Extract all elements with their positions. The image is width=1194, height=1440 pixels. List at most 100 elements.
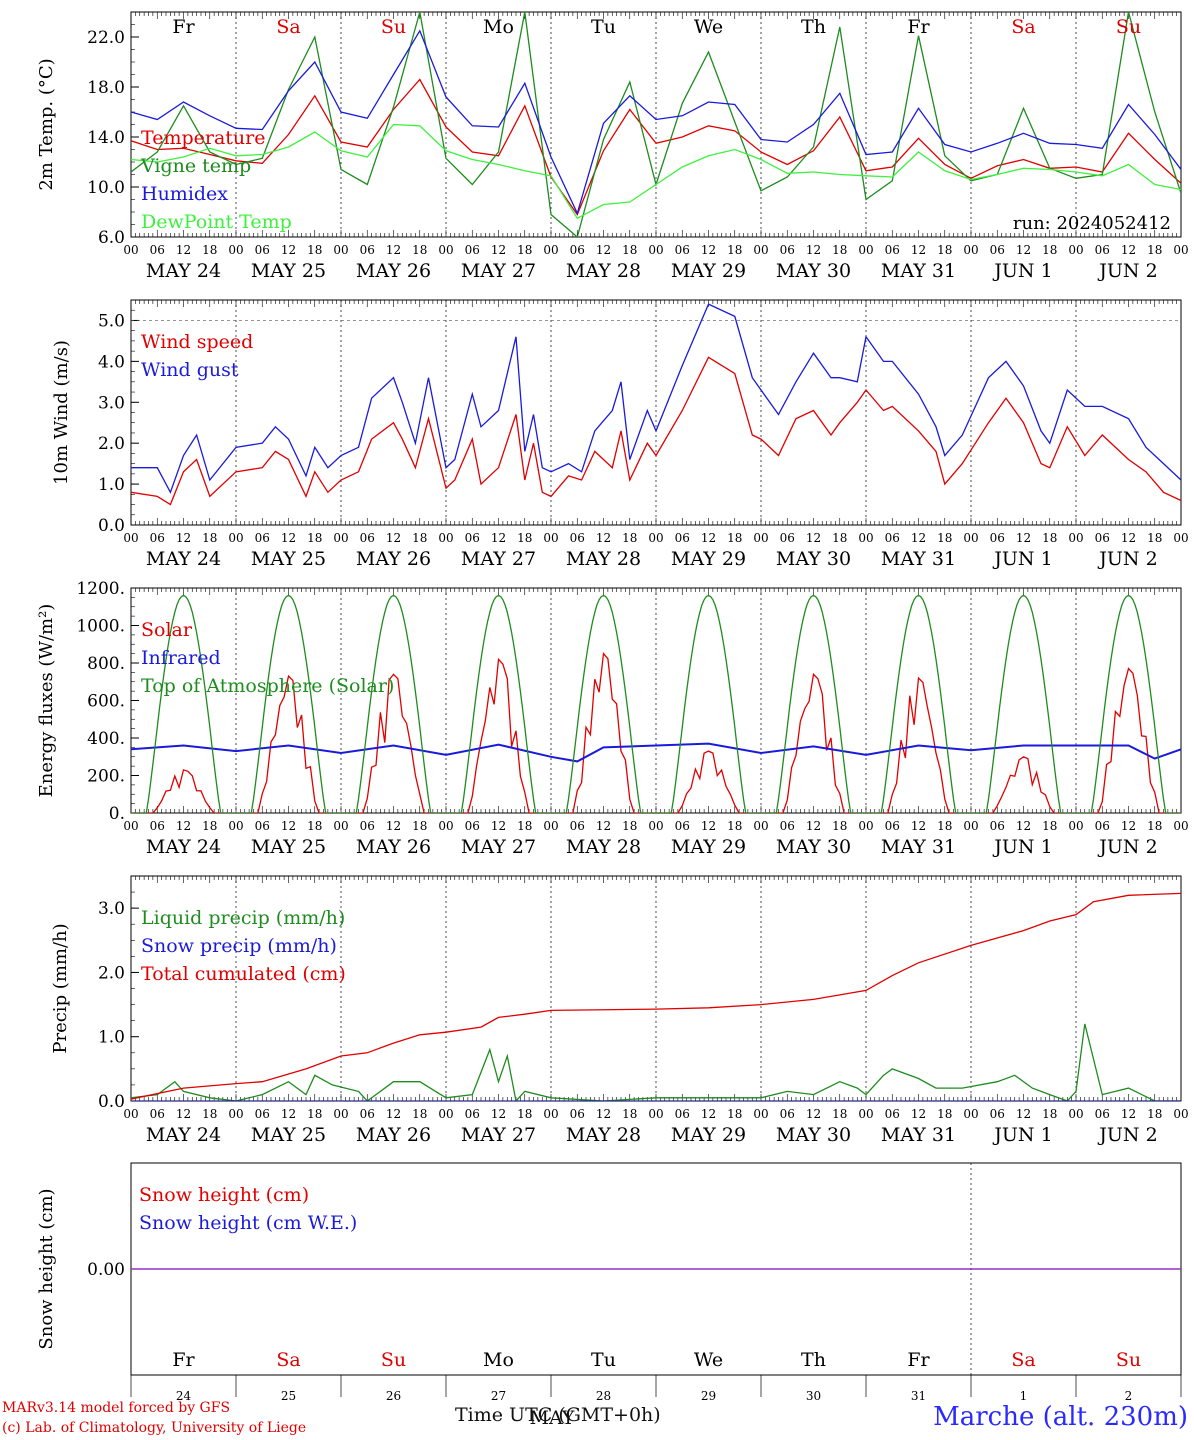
date-label: MAY 26: [356, 260, 431, 282]
y-tick-label: 22.0: [87, 28, 125, 48]
hour-tick-label: 12: [911, 243, 926, 257]
hour-tick-label: 00: [333, 819, 348, 833]
date-label: JUN 2: [1097, 260, 1157, 282]
hour-tick-label: 00: [1068, 243, 1083, 257]
y-tick-label: 14.0: [87, 128, 125, 148]
hour-tick-label: 06: [990, 243, 1005, 257]
hour-tick-label: 06: [360, 531, 375, 545]
hour-tick-label: 18: [832, 243, 847, 257]
hour-tick-label: 18: [727, 531, 742, 545]
hour-tick-label: 12: [596, 1107, 611, 1121]
hour-tick-label: 18: [937, 819, 952, 833]
hour-tick-label: 18: [622, 531, 637, 545]
hour-tick-label: 00: [543, 243, 558, 257]
hour-tick-label: 12: [281, 1107, 296, 1121]
legend-entry: DewPoint Temp: [141, 211, 292, 233]
hour-tick-label: 18: [307, 1107, 322, 1121]
series-line-blue: [131, 29, 1181, 216]
date-label: MAY 28: [566, 1124, 641, 1146]
date-label: MAY 31: [881, 836, 956, 858]
hour-tick-label: 12: [386, 243, 401, 257]
date-label: MAY 29: [671, 548, 746, 570]
hour-tick-label: 18: [202, 243, 217, 257]
hour-tick-label: 18: [622, 819, 637, 833]
y-tick-label: 1.0: [98, 475, 125, 495]
y-tick-label: 3.0: [98, 899, 125, 919]
hour-tick-label: 12: [1121, 243, 1136, 257]
hour-tick-label: 06: [255, 243, 270, 257]
date-label: MAY 27: [461, 1124, 536, 1146]
y-tick-label: 18.0: [87, 78, 125, 98]
hour-tick-label: 12: [596, 819, 611, 833]
hour-tick-label: 18: [307, 243, 322, 257]
weekday-label: Su: [381, 1349, 406, 1371]
hour-tick-label: 00: [648, 819, 663, 833]
date-label: MAY 30: [776, 1124, 851, 1146]
hour-tick-label: 18: [937, 531, 952, 545]
hour-tick-label: 18: [412, 819, 427, 833]
legend-entry: Temperature: [141, 127, 265, 149]
hour-tick-label: 00: [543, 531, 558, 545]
hour-tick-label: 06: [1095, 819, 1110, 833]
hour-tick-label: 18: [307, 819, 322, 833]
date-label: MAY 27: [461, 548, 536, 570]
hour-tick-label: 12: [386, 531, 401, 545]
hour-tick-label: 18: [412, 1107, 427, 1121]
hour-tick-label: 18: [1147, 1107, 1162, 1121]
hour-tick-label: 06: [570, 1107, 585, 1121]
hour-tick-label: 18: [1147, 531, 1162, 545]
date-label: MAY 27: [461, 260, 536, 282]
hour-tick-label: 00: [1173, 531, 1188, 545]
hour-tick-label: 06: [780, 1107, 795, 1121]
day-number-label: 1: [1020, 1389, 1028, 1403]
date-label: MAY 28: [566, 260, 641, 282]
weekday-label: Sa: [1011, 1349, 1035, 1371]
weekday-label: Fr: [907, 1349, 930, 1371]
day-number-label: 2: [1125, 1389, 1133, 1403]
hour-tick-label: 18: [517, 531, 532, 545]
hour-tick-label: 06: [1095, 1107, 1110, 1121]
hour-tick-label: 18: [1042, 243, 1057, 257]
hour-tick-label: 00: [753, 243, 768, 257]
hour-tick-label: 18: [412, 531, 427, 545]
y-axis-title: Snow height (cm): [36, 1188, 57, 1349]
hour-tick-label: 06: [1095, 531, 1110, 545]
date-label: JUN 1: [992, 836, 1052, 858]
hour-tick-label: 18: [202, 819, 217, 833]
hour-tick-label: 06: [885, 1107, 900, 1121]
hour-tick-label: 06: [255, 1107, 270, 1121]
day-number-label: 28: [596, 1389, 611, 1403]
hour-tick-label: 06: [570, 819, 585, 833]
weekday-label: Fr: [172, 1349, 195, 1371]
hour-tick-label: 00: [648, 243, 663, 257]
hour-tick-label: 18: [1042, 1107, 1057, 1121]
hour-tick-label: 12: [176, 243, 191, 257]
hour-tick-label: 00: [963, 531, 978, 545]
hour-tick-label: 00: [858, 243, 873, 257]
weekday-label: Fr: [172, 16, 195, 38]
hour-tick-label: 12: [176, 531, 191, 545]
weekday-label: Sa: [276, 1349, 300, 1371]
hour-tick-label: 06: [570, 243, 585, 257]
day-number-label: 24: [176, 1389, 192, 1403]
date-label: MAY 30: [776, 836, 851, 858]
date-label: MAY 25: [251, 1124, 326, 1146]
hour-tick-label: 00: [228, 1107, 243, 1121]
weekday-label: Tu: [591, 1349, 616, 1371]
y-tick-label: 1000.: [76, 617, 125, 637]
hour-tick-label: 18: [727, 1107, 742, 1121]
hour-tick-label: 18: [937, 1107, 952, 1121]
date-label: MAY 24: [146, 260, 221, 282]
legend-entry: Snow height (cm W.E.): [139, 1212, 357, 1234]
legend-entry: Snow precip (mm/h): [141, 935, 337, 957]
hour-tick-label: 06: [150, 243, 165, 257]
hour-tick-label: 06: [1095, 243, 1110, 257]
hour-tick-label: 00: [1173, 243, 1188, 257]
hour-tick-label: 00: [438, 1107, 453, 1121]
hour-tick-label: 06: [885, 531, 900, 545]
date-label: MAY 26: [356, 836, 431, 858]
hour-tick-label: 06: [675, 243, 690, 257]
hour-tick-label: 06: [255, 819, 270, 833]
legend-entry: Total cumulated (cm): [141, 963, 346, 985]
y-axis-title: 10m Wind (m/s): [51, 340, 72, 485]
